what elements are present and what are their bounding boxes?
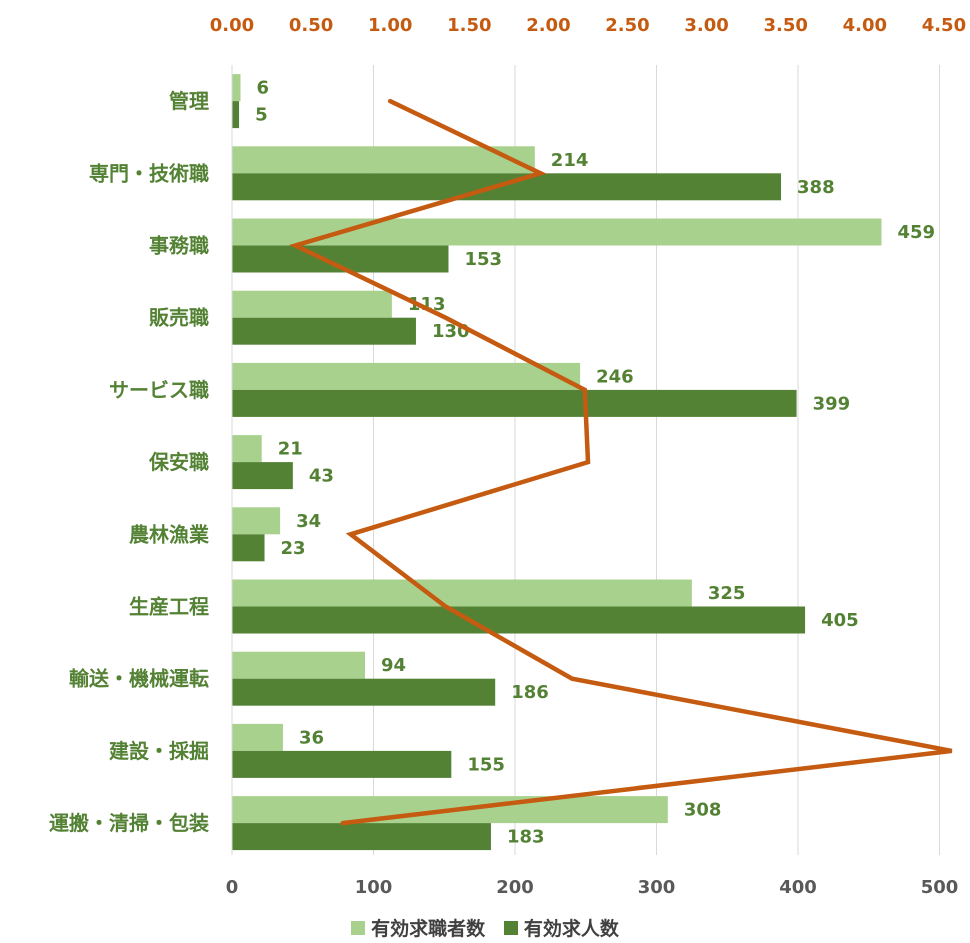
category-label: 農林漁業	[129, 522, 210, 546]
category-label: 専門・技術職	[89, 161, 209, 185]
data-label: 21	[278, 439, 303, 460]
category-label: 事務職	[149, 234, 209, 258]
bar	[232, 678, 496, 706]
bar	[232, 362, 581, 390]
category-label: 管理	[169, 89, 209, 113]
bar	[232, 579, 692, 607]
bar	[232, 823, 491, 851]
secondary-x-tick-label: 0.00	[210, 15, 254, 36]
data-label: 459	[897, 222, 935, 243]
legend: 有効求職者数 有効求人数	[0, 914, 970, 941]
category-label: 保安職	[148, 450, 209, 474]
data-label: 5	[255, 105, 268, 126]
secondary-x-tick-label: 3.50	[763, 15, 807, 36]
x-tick-label: 100	[355, 877, 393, 898]
bar	[232, 750, 452, 778]
bar	[232, 435, 262, 463]
data-label: 186	[511, 682, 549, 703]
x-tick-label: 200	[496, 877, 534, 898]
secondary-x-tick-label: 2.00	[526, 15, 570, 36]
secondary-x-tick-label: 4.00	[843, 15, 887, 36]
data-label: 388	[797, 177, 835, 198]
legend-swatch-job-openings	[503, 920, 518, 935]
legend-item-job-openings: 有効求人数	[503, 914, 619, 941]
data-label: 308	[684, 800, 722, 821]
bar	[232, 462, 293, 490]
bar	[232, 74, 241, 102]
secondary-x-tick-label: 1.50	[447, 15, 491, 36]
x-tick-label: 400	[779, 877, 817, 898]
category-label: 生産工程	[129, 595, 209, 619]
data-label: 94	[381, 655, 406, 676]
bar	[232, 389, 797, 417]
secondary-x-tick-label: 0.50	[289, 15, 333, 36]
data-label: 155	[467, 754, 505, 775]
data-label: 113	[408, 294, 446, 315]
data-label: 183	[507, 827, 545, 848]
data-label: 130	[432, 321, 470, 342]
bar	[232, 218, 882, 246]
secondary-x-tick-label: 3.00	[684, 15, 728, 36]
secondary-x-tick-label: 1.00	[368, 15, 412, 36]
category-label: 販売職	[149, 306, 209, 330]
data-label: 43	[309, 466, 334, 487]
bar	[232, 173, 782, 201]
bar	[232, 723, 283, 751]
secondary-x-tick-label: 4.50	[922, 15, 966, 36]
x-tick-label: 0	[226, 877, 239, 898]
legend-label-job-openings: 有効求人数	[523, 918, 619, 940]
bar	[232, 606, 806, 634]
bar	[232, 507, 281, 535]
x-tick-label: 300	[638, 877, 676, 898]
legend-item-job-seekers: 有効求職者数	[351, 914, 485, 941]
data-label: 6	[256, 78, 269, 99]
data-label: 325	[708, 583, 746, 604]
legend-swatch-job-seekers	[351, 920, 366, 935]
bar	[232, 146, 535, 174]
bar	[232, 290, 392, 318]
bar	[232, 317, 416, 345]
category-label: 建設・採掘	[109, 739, 209, 763]
ratio-line	[289, 98, 953, 826]
bar	[232, 101, 240, 129]
secondary-x-tick-label: 2.50	[605, 15, 649, 36]
bar	[232, 651, 366, 679]
data-label: 246	[596, 366, 634, 387]
legend-label-job-seekers: 有効求職者数	[371, 918, 486, 940]
category-label: 輸送・機械運転	[69, 667, 209, 691]
data-label: 214	[551, 150, 589, 171]
data-label: 36	[299, 727, 324, 748]
x-tick-label: 500	[921, 877, 959, 898]
bar	[232, 534, 265, 562]
data-label: 34	[296, 511, 321, 532]
category-label: サービス職	[109, 378, 209, 402]
data-label: 405	[821, 610, 859, 631]
category-label: 運搬・清掃・包装	[49, 811, 209, 835]
data-label: 23	[281, 538, 306, 559]
data-label: 399	[813, 393, 851, 414]
data-label: 153	[464, 249, 502, 270]
